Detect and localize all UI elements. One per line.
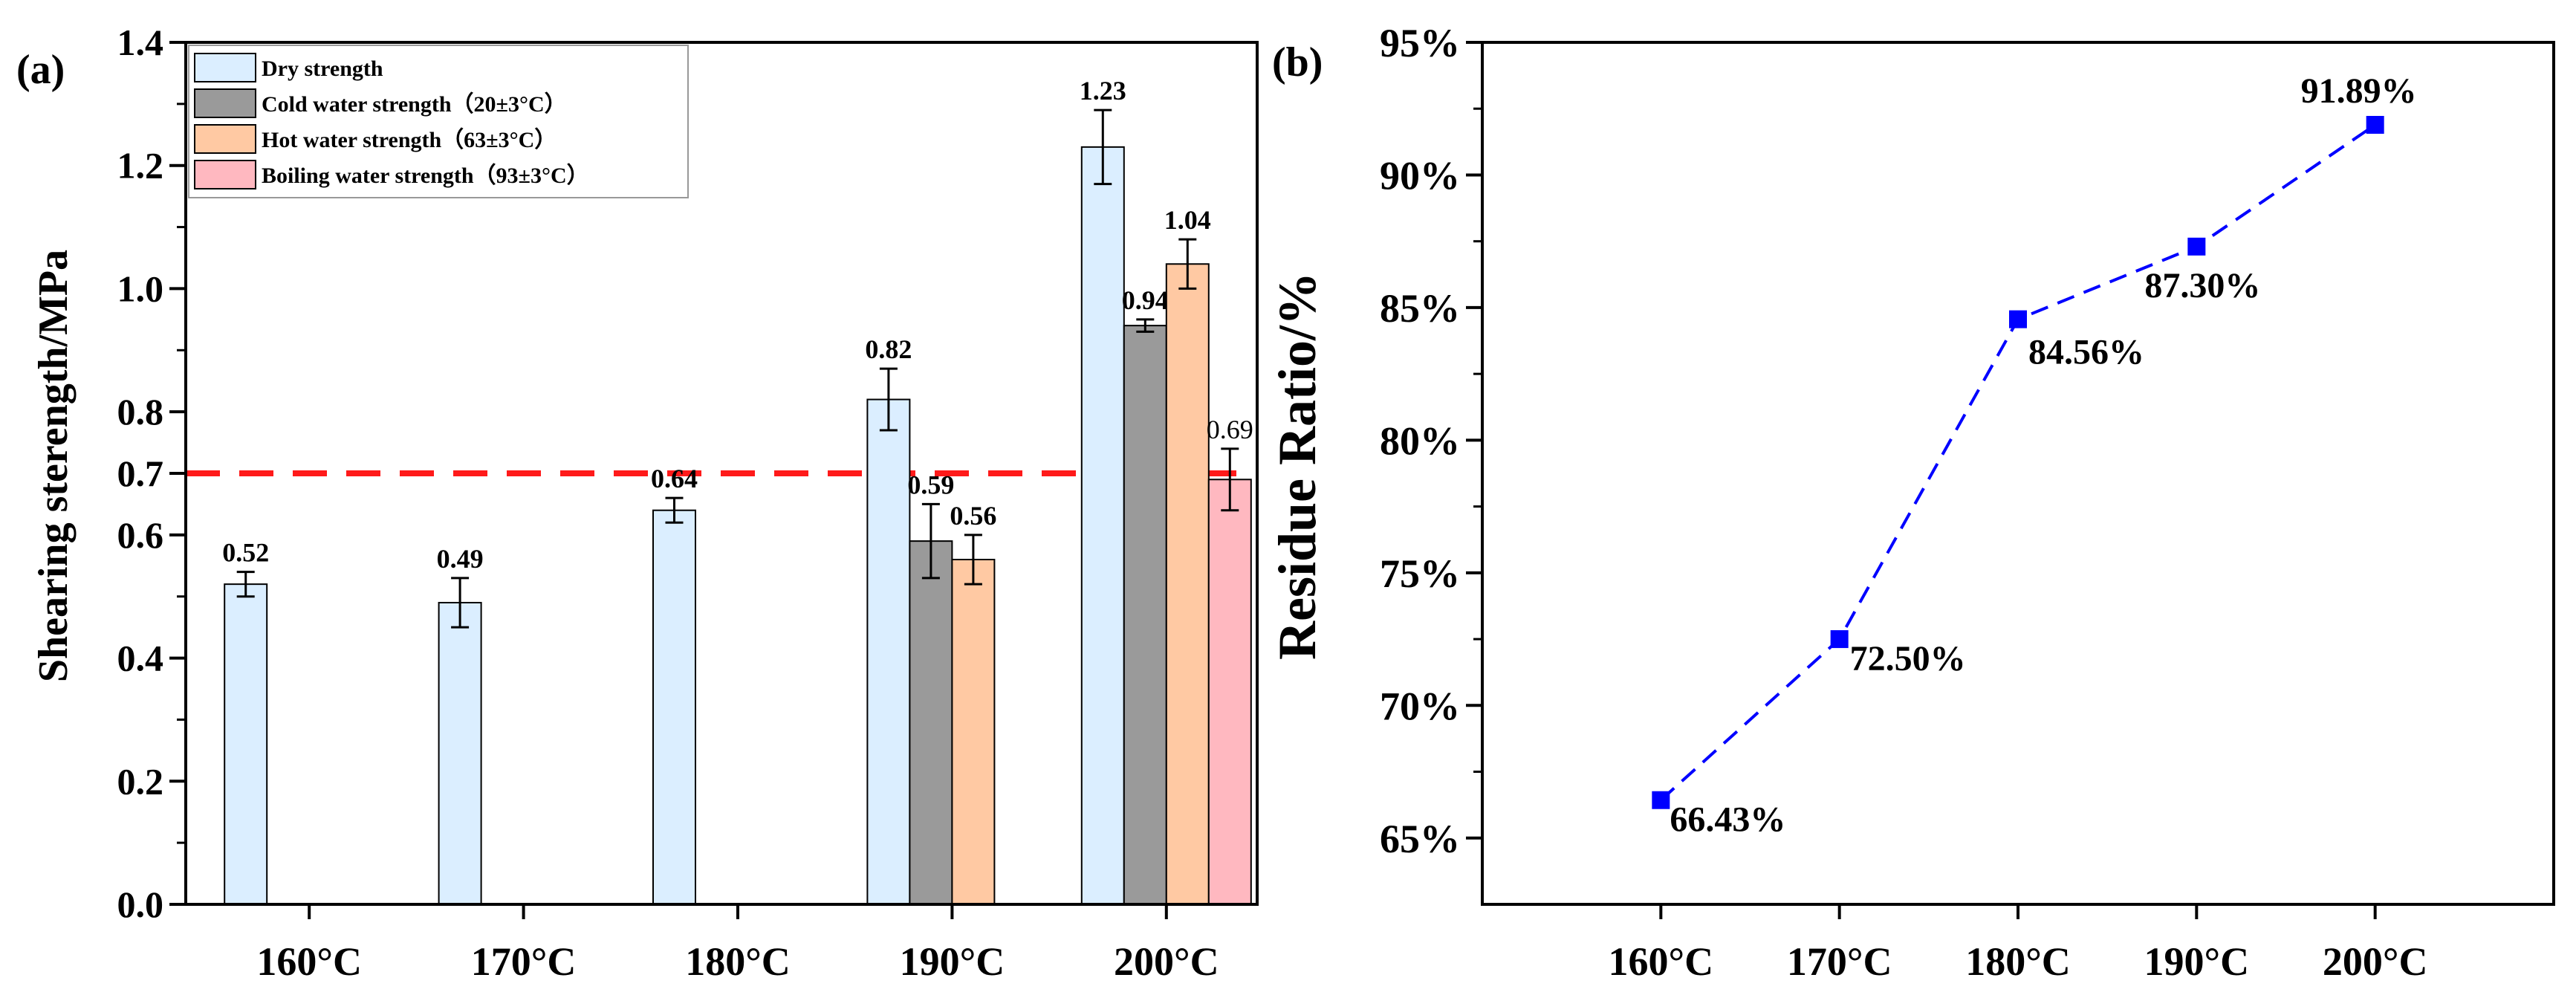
bar-value-label: 0.64 xyxy=(651,464,698,493)
legend-label-2: Cold water strength（20±3°C） xyxy=(262,91,567,117)
panel-b-residue-ratio-chart: (b) Residue Ratio/% 65% 70% 75% 80% 85% 90% 95… xyxy=(1268,21,2555,984)
residue-point-200°C xyxy=(2366,116,2384,134)
legend-label-4: Boiling water strength（93±3°C） xyxy=(262,163,589,188)
bar-1-200°C xyxy=(1080,146,1125,906)
bar-2-190°C xyxy=(909,540,953,906)
residue-value-label: 91.89% xyxy=(2301,71,2417,111)
panel-a-label: (a) xyxy=(16,47,65,93)
bar-value-label: 0.52 xyxy=(222,538,269,568)
y-tick-label-a: 0.2 xyxy=(117,760,164,802)
residue-value-label: 66.43% xyxy=(1670,800,1785,840)
x-tick-label-a: 180°C xyxy=(685,939,791,984)
y-tick-label-b: 90% xyxy=(1380,153,1460,198)
x-tick-label-a: 160°C xyxy=(256,939,362,984)
residue-value-label: 72.50% xyxy=(1850,639,1966,678)
panel-a-legend: Dry strength Cold water strength（20±3°C） H… xyxy=(188,45,689,198)
legend-swatch-1 xyxy=(194,53,256,82)
y-tick-label-b: 95% xyxy=(1380,21,1460,65)
y-tick-label-b: 85% xyxy=(1380,286,1460,331)
legend-swatch-2 xyxy=(194,88,256,118)
y-tick-label-b: 80% xyxy=(1380,418,1460,463)
x-tick-label-a: 170°C xyxy=(471,939,577,984)
y-tick-label-a: 1.4 xyxy=(117,22,164,63)
residue-point-160°C xyxy=(1652,791,1670,809)
residue-point-170°C xyxy=(1830,630,1849,649)
y-tick-label-b: 70% xyxy=(1380,684,1460,728)
legend-box xyxy=(188,45,689,198)
panel-b-label: (b) xyxy=(1272,39,1323,85)
bar-4-200°C xyxy=(1207,479,1252,905)
panel-a-frame xyxy=(184,41,1259,906)
residue-point-190°C xyxy=(2187,237,2206,256)
x-tick-label-b: 180°C xyxy=(1965,939,2071,984)
legend-label-1: Dry strength xyxy=(262,56,383,81)
x-tick-label-b: 200°C xyxy=(2323,939,2428,984)
bar-value-label: 0.56 xyxy=(950,501,996,531)
residue-value-label: 84.56% xyxy=(2028,333,2144,372)
legend-swatch-3 xyxy=(194,124,256,154)
residue-ratio-line xyxy=(1659,123,2376,802)
y-tick-label-a: 0.0 xyxy=(117,884,164,925)
bar-value-label: 0.69 xyxy=(1207,415,1253,444)
bar-2-200°C xyxy=(1123,325,1167,905)
y-tick-label-a: 1.0 xyxy=(117,268,164,309)
bar-3-190°C xyxy=(951,559,996,905)
y-tick-label-b: 65% xyxy=(1380,817,1460,861)
bar-value-label: 1.04 xyxy=(1164,205,1211,235)
y-tick-label-a: 0.7 xyxy=(117,453,164,494)
y-tick-label-a: 0.8 xyxy=(117,391,164,432)
x-tick-label-a: 190°C xyxy=(900,939,1005,984)
bar-value-label: 0.59 xyxy=(907,470,954,499)
y-tick-label-a: 0.4 xyxy=(117,638,164,679)
legend-swatch-4 xyxy=(194,160,256,189)
bar-3-200°C xyxy=(1165,263,1210,905)
panel-a-shear-strength-chart: (a) Shearing sterength/MPa 0.0 0.2 0.4 0.6 0… xyxy=(16,22,1259,984)
legend-label-3: Hot water strength（63±3°C） xyxy=(262,127,557,152)
bar-value-label: 1.23 xyxy=(1080,76,1126,106)
bar-1-170°C xyxy=(438,602,482,905)
bar-1-190°C xyxy=(866,398,911,905)
panel-b-y-axis-label: Residue Ratio/% xyxy=(1268,272,1327,660)
x-tick-label-b: 170°C xyxy=(1787,939,1892,984)
y-tick-label-a: 0.6 xyxy=(117,514,164,556)
panel-b-frame xyxy=(1481,41,2555,906)
bar-value-label: 0.82 xyxy=(865,334,912,364)
bar-1-160°C xyxy=(224,583,268,906)
y-tick-label-b: 75% xyxy=(1380,551,1460,596)
panel-a-y-axis-label: Shearing sterength/MPa xyxy=(30,250,77,682)
residue-value-label: 87.30% xyxy=(2144,266,2260,305)
y-tick-label-a: 1.2 xyxy=(117,145,164,187)
bar-value-label: 0.49 xyxy=(437,544,484,574)
x-tick-label-a: 200°C xyxy=(1114,939,1219,984)
x-tick-label-b: 160°C xyxy=(1609,939,1714,984)
x-tick-label-b: 190°C xyxy=(2144,939,2250,984)
residue-point-180°C xyxy=(2009,310,2027,328)
bar-1-180°C xyxy=(652,509,696,905)
bar-value-label: 0.94 xyxy=(1122,285,1169,315)
